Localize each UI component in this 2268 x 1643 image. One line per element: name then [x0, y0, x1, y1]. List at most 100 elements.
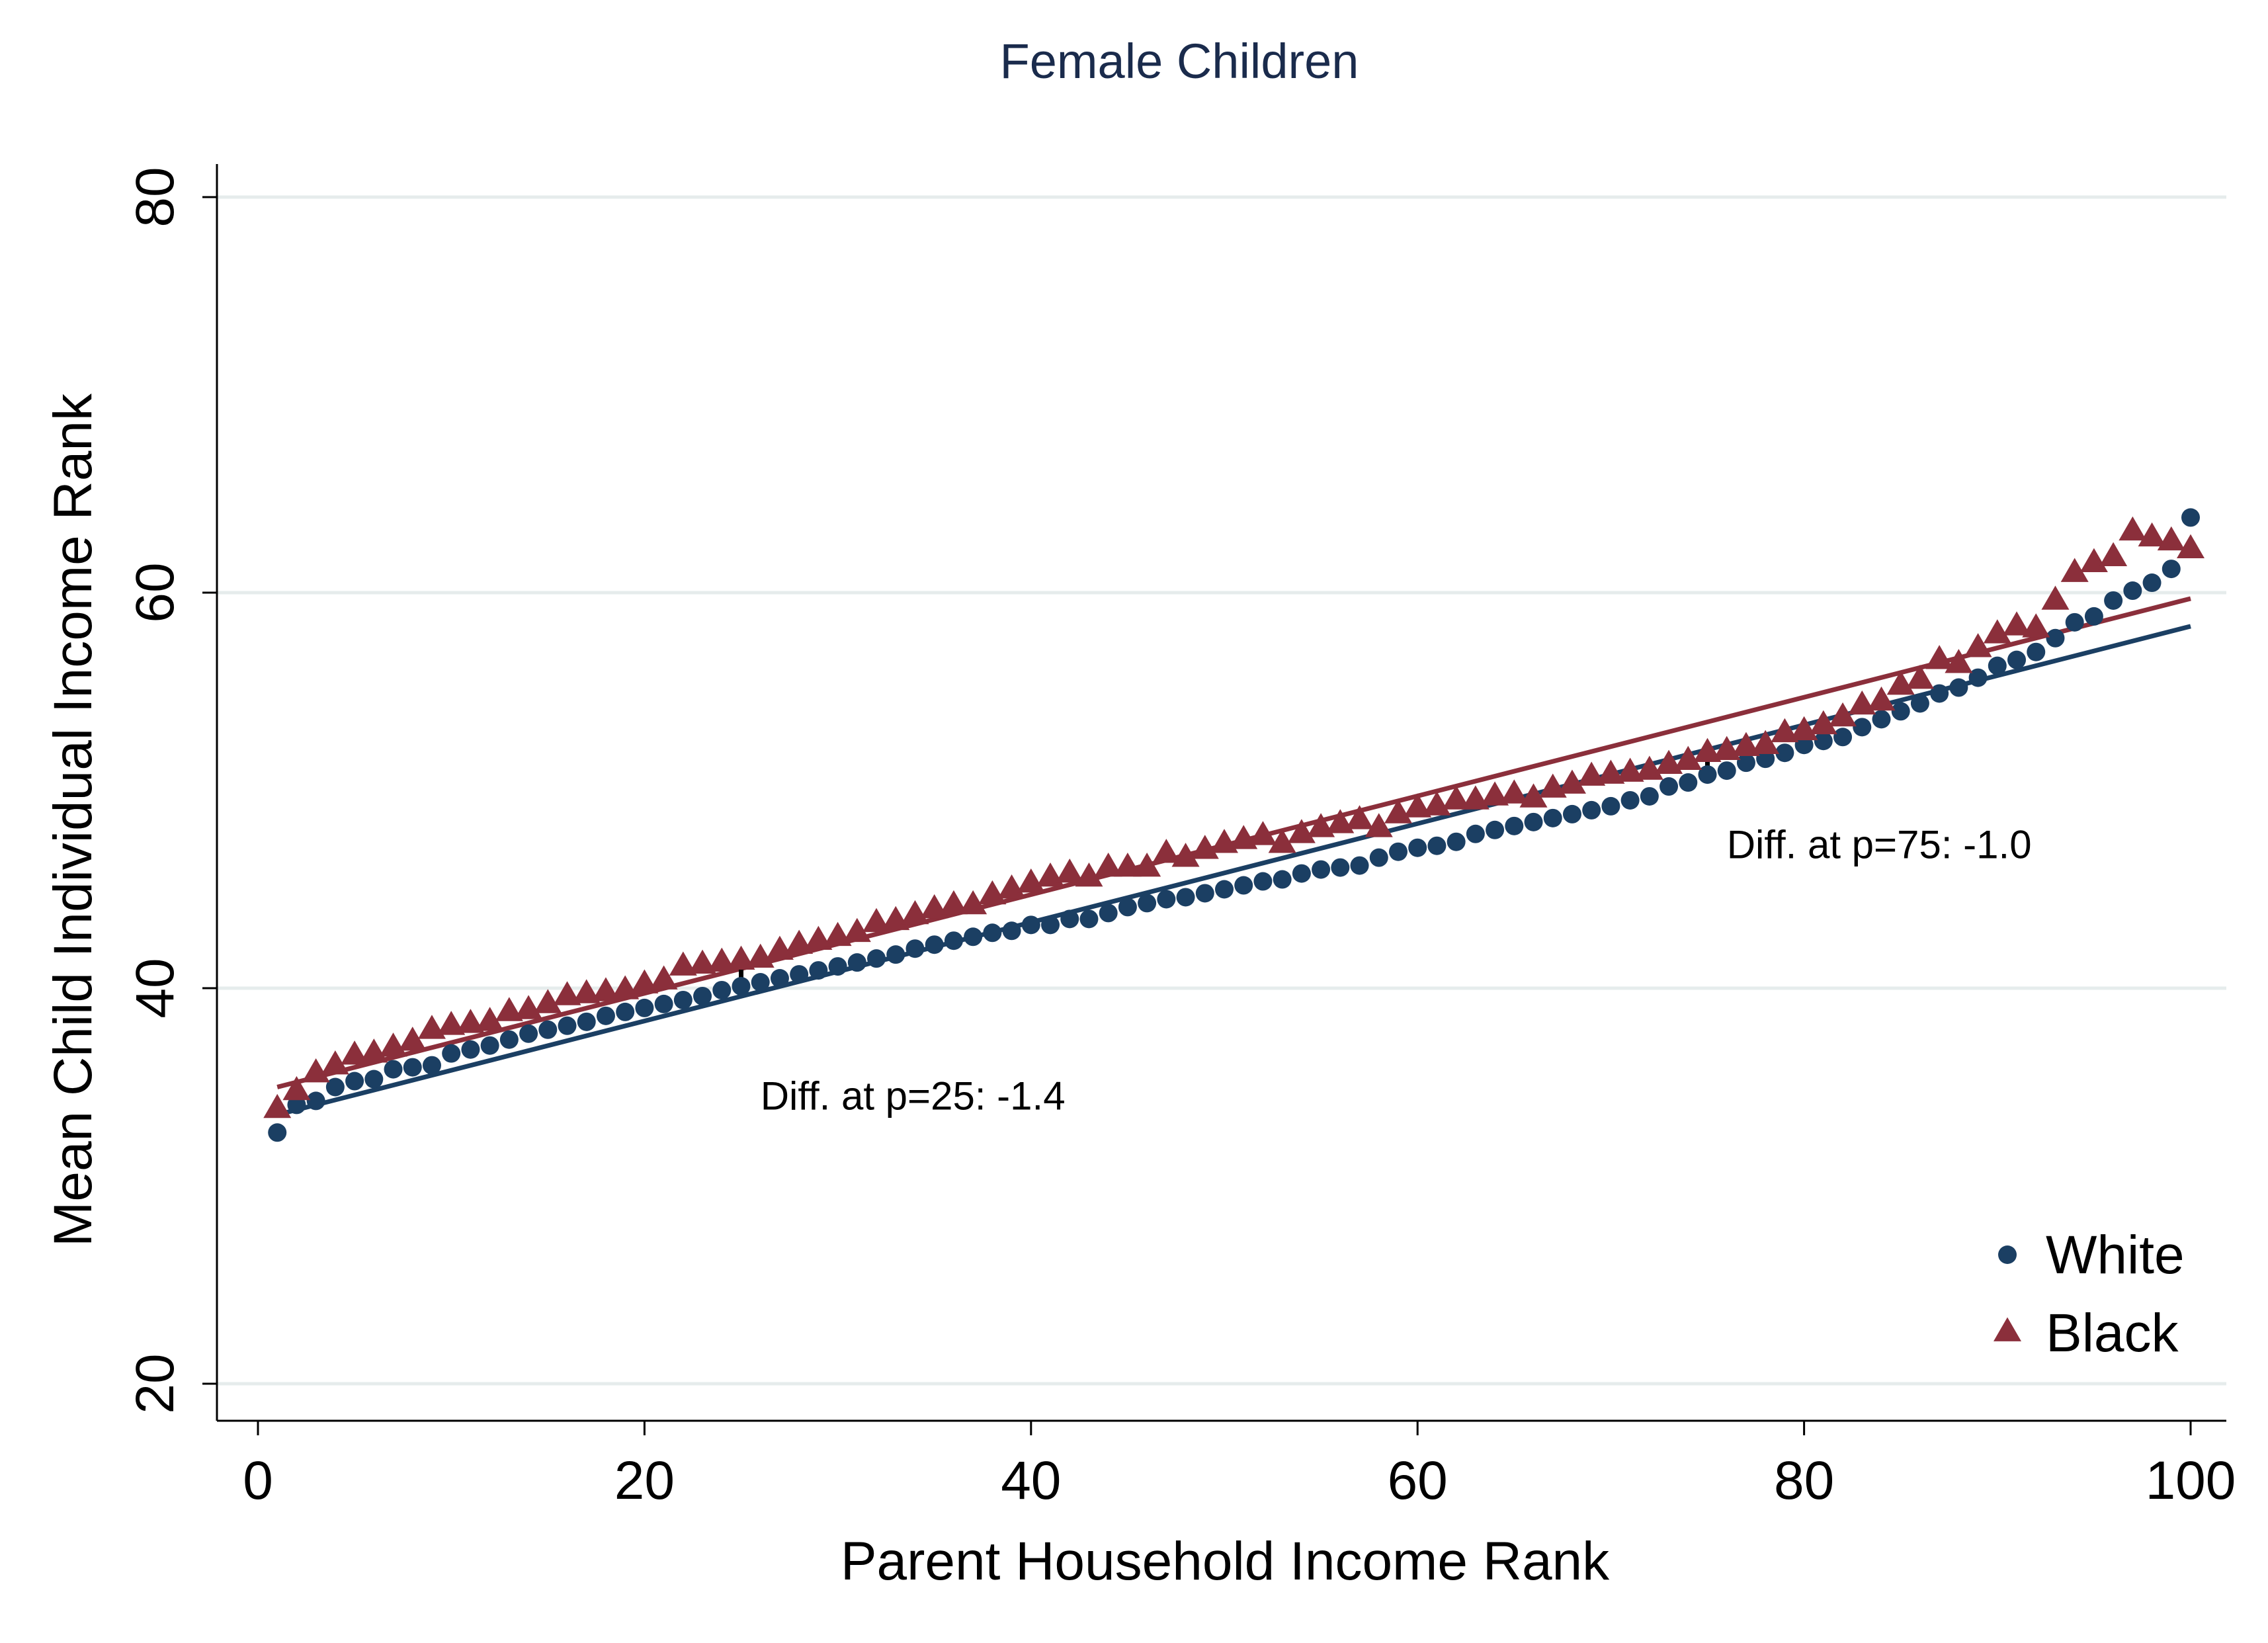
y-ticks: 20 40 60 80 [125, 167, 217, 1414]
black-point [689, 949, 717, 974]
black-point [1345, 805, 1374, 829]
black-point [746, 943, 775, 968]
x-tick-label-60: 60 [1388, 1451, 1448, 1511]
white-point [1601, 796, 1620, 816]
white-point [1195, 884, 1214, 903]
black-point [1442, 785, 1470, 810]
white-point [1388, 842, 1407, 861]
white-point [1369, 848, 1388, 867]
white-point [519, 1024, 538, 1043]
black-point [495, 997, 523, 1021]
white-point [1234, 876, 1253, 895]
white-point [2104, 591, 2123, 610]
white-point [442, 1044, 461, 1063]
white-point [983, 923, 1002, 943]
black-point [2177, 534, 2205, 559]
white-point [2162, 560, 2181, 579]
y-tick-label-60: 60 [125, 562, 185, 622]
white-point [306, 1091, 325, 1111]
black-point [1171, 843, 1200, 867]
white-point [1679, 773, 1698, 792]
white-point [673, 990, 693, 1009]
black-point [456, 1009, 485, 1033]
x-tick-label-100: 100 [2146, 1451, 2236, 1511]
black-point [1094, 853, 1122, 877]
white-point [480, 1036, 499, 1055]
white-point [403, 1058, 422, 1077]
black-point [1674, 745, 1702, 770]
black-point [2060, 558, 2089, 582]
white-point [1427, 836, 1447, 855]
black-point [437, 1011, 466, 1035]
x-ticks: 0 20 40 60 80 100 [243, 1421, 2236, 1511]
annotation-2: Diff. at p=75: -1.0 [1727, 823, 2032, 867]
black-point [1577, 761, 1606, 786]
black-point [669, 951, 697, 976]
white-point [1060, 909, 1079, 929]
white-point [1292, 864, 1311, 883]
y-tick-label-40: 40 [125, 958, 185, 1018]
white-point [847, 953, 866, 972]
white-point [1331, 858, 1350, 877]
white-point [790, 965, 809, 984]
black-point [1113, 853, 1142, 877]
annotations: Diff. at p=25: -1.4 Diff. at p=75: -1.0 [761, 823, 2032, 1118]
white-point [1756, 749, 1775, 769]
white-point [422, 1056, 441, 1075]
white-point [1486, 820, 1505, 839]
white-point [1968, 668, 1988, 687]
white-point [1021, 915, 1040, 935]
y-axis-label: Mean Child Individual Income Rank [43, 393, 103, 1247]
x-tick-label-20: 20 [614, 1451, 675, 1511]
black-point [650, 965, 678, 990]
black-point [1597, 759, 1625, 784]
legend-white-label: White [2046, 1225, 2185, 1285]
white-point [345, 1072, 364, 1091]
white-point [1543, 808, 1562, 827]
white-point [1447, 832, 1466, 851]
black-series [263, 516, 2205, 1118]
black-point [572, 979, 601, 1003]
white-point [1562, 804, 1581, 823]
white-point [1312, 860, 1331, 879]
white-point [384, 1060, 403, 1079]
white-point [867, 949, 886, 968]
white-point [1640, 786, 1659, 806]
white-point [1910, 694, 1929, 713]
white-point [1930, 684, 1949, 703]
black-point [1075, 863, 1103, 887]
white-point [1620, 790, 1640, 810]
white-point [1814, 732, 1833, 751]
white-point [2027, 642, 2046, 661]
white-point [635, 998, 654, 1017]
white-point [1138, 894, 1157, 913]
annotation-1: Diff. at p=25: -1.4 [761, 1074, 1066, 1118]
white-point [1002, 921, 1021, 941]
black-point [1500, 779, 1529, 804]
white-point [712, 980, 732, 999]
black-point [2041, 585, 2070, 610]
white-point [1736, 753, 1755, 773]
white-point [1853, 718, 1872, 737]
white-point [499, 1030, 519, 1049]
white-point [1717, 761, 1736, 780]
white-point [1253, 872, 1273, 891]
legend-black-marker [1994, 1317, 2021, 1341]
white-point [1582, 800, 1601, 820]
white-point [268, 1123, 287, 1142]
gridlines [217, 195, 2226, 1386]
white-point [2123, 581, 2142, 601]
black-point [1249, 821, 1277, 845]
black-point [282, 1075, 311, 1101]
black-point [2099, 542, 2128, 567]
white-point [1408, 838, 1427, 857]
white-point [2181, 508, 2200, 527]
black-point [1925, 645, 1954, 669]
black-point [1481, 781, 1509, 806]
black-point [1867, 686, 1896, 711]
white-point [925, 935, 944, 954]
white-point [577, 1012, 596, 1031]
